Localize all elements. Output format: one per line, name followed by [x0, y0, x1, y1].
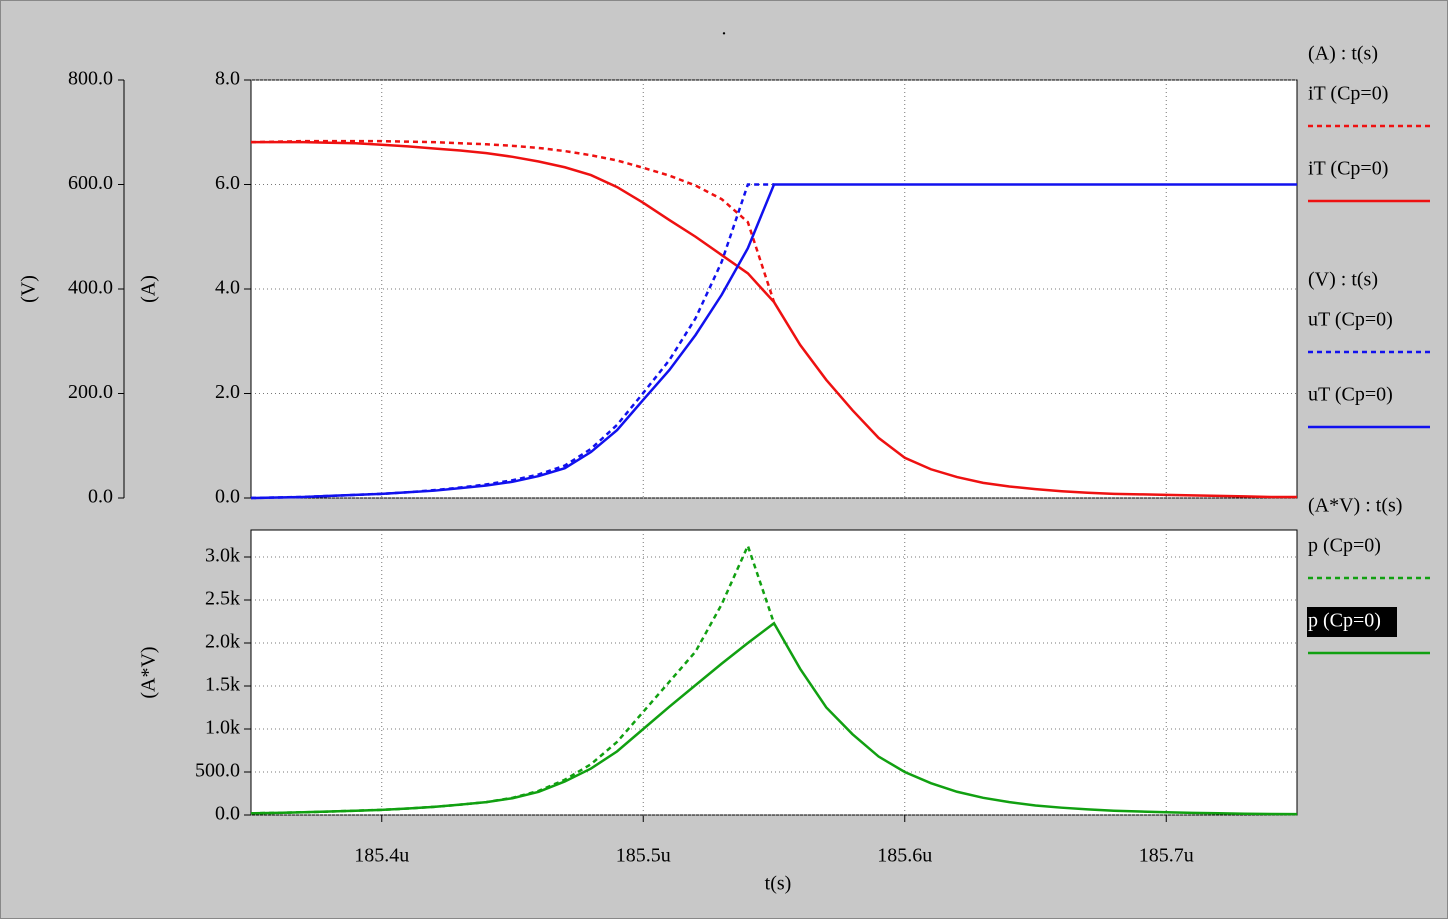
y-tick-label: 2.0k	[205, 631, 240, 653]
x-tick-label: 185.7u	[1139, 845, 1194, 867]
y-tick-label: 4.0	[215, 277, 240, 299]
y-tick-label: 3.0k	[205, 545, 240, 567]
legend-label: uT (Cp=0)	[1308, 384, 1393, 406]
y2-tick-label: 600.0	[68, 172, 113, 194]
x-axis-label: t(s)	[765, 873, 792, 895]
legend-label: iT (Cp=0)	[1308, 158, 1388, 180]
x-tick-label: 185.6u	[877, 845, 932, 867]
series-line	[250, 183, 1297, 500]
plot-area	[250, 529, 1298, 816]
y-tick-label: 1.0k	[205, 717, 240, 739]
y2-tick-label: 400.0	[68, 277, 113, 299]
y-tick-label: 2.5k	[205, 588, 240, 610]
x-tick-label: 185.4u	[354, 845, 409, 867]
x-tick-label: 185.5u	[616, 845, 671, 867]
y-tick-label: 0.0	[215, 803, 240, 825]
legend-header: (A) : t(s)	[1308, 43, 1378, 65]
legend-header: (V) : t(s)	[1308, 269, 1378, 291]
chart-title: .	[722, 18, 727, 40]
y-tick-label: 500.0	[195, 760, 240, 782]
y-tick-label: 0.0	[215, 486, 240, 508]
series-line	[250, 621, 1298, 816]
legend-label: p (Cp=0)	[1308, 610, 1381, 632]
legend-label: p (Cp=0)	[1308, 535, 1381, 557]
y-axis-label: (A*V)	[138, 646, 160, 698]
series-line	[250, 183, 774, 500]
series-line	[250, 139, 776, 303]
y-tick-label: 6.0	[215, 172, 240, 194]
y-tick-label: 2.0	[215, 381, 240, 403]
y-tick-label: 1.5k	[205, 674, 240, 696]
y-axis-label: (A)	[138, 275, 160, 303]
legend-highlight	[1307, 607, 1397, 637]
legend-header: (A*V) : t(s)	[1308, 495, 1402, 517]
y2-tick-label: 800.0	[68, 68, 113, 90]
y2-tick-label: 0.0	[88, 486, 113, 508]
series-line	[251, 140, 1297, 499]
y2-tick-label: 200.0	[68, 381, 113, 403]
plot-area	[250, 79, 1298, 499]
legend-label: iT (Cp=0)	[1308, 83, 1388, 105]
y-tick-label: 8.0	[215, 68, 240, 90]
y2-axis-label: (V)	[18, 275, 40, 303]
legend-label: uT (Cp=0)	[1308, 309, 1393, 331]
